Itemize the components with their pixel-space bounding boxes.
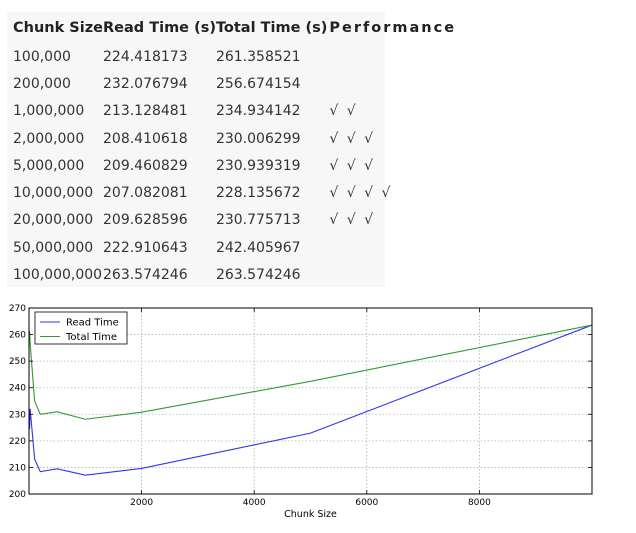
cell-chunk-size: 2,000,000: [13, 130, 85, 147]
x-axis-label: Chunk Size: [284, 509, 337, 520]
table-row: 1,000,000 213.128481 234.934142 √ √: [7, 98, 456, 125]
cell-chunk-size: 10,000,000: [13, 185, 94, 202]
results-table: Chunk Size Read Time (s) Total Time (s) …: [7, 12, 456, 289]
x-tick-label: 2000: [130, 498, 153, 508]
table-row: 2,000,000 208.410618 230.006299 √ √ √: [7, 125, 456, 152]
plot-frame: [28, 307, 593, 495]
cell-performance: √ √ √: [329, 130, 376, 147]
table-row: 100,000,000 263.574246 263.574246: [7, 261, 456, 288]
cell-read-time: 263.574246: [103, 267, 188, 284]
cell-performance: [327, 43, 456, 70]
cell-total-time: 230.939319: [215, 157, 301, 174]
series-line-1: [29, 324, 593, 420]
cell-total-time: 228.135672: [215, 185, 301, 202]
cell-read-time: 207.082081: [103, 185, 188, 202]
cell-read-time: 209.460829: [103, 157, 188, 174]
table-row: 50,000,000 222.910643 242.405967: [7, 234, 456, 261]
cell-read-time: 224.418173: [103, 48, 188, 65]
cell-chunk-size: 100,000: [13, 48, 71, 65]
x-tick-label: 8000: [468, 498, 491, 508]
cell-performance: √ √ √: [329, 157, 376, 174]
cell-total-time: 230.006299: [215, 130, 301, 147]
cell-performance: [327, 70, 456, 97]
chart-canvas: 2000 4000 6000 8000 200 210 220 230 240 250 260 270…: [9, 304, 593, 520]
legend-box: [34, 311, 128, 345]
table-row: 10,000,000 207.082081 228.135672 √ √ √ √: [7, 179, 456, 206]
time-chart: 2000 4000 6000 8000 200 210 220 230 240 250 260 270…: [0, 296, 636, 533]
cell-total-time: 242.405967: [215, 239, 301, 256]
cell-total-time: 263.574246: [215, 267, 301, 284]
x-tick-label: 4000: [243, 498, 266, 508]
header-total-time: Total Time (s): [215, 19, 328, 36]
cell-read-time: 222.910643: [103, 239, 188, 256]
y-tick-label: 220: [9, 437, 26, 447]
cell-chunk-size: 5,000,000: [13, 157, 85, 174]
header-read-time: Read Time (s): [103, 19, 216, 36]
y-tick-label: 260: [9, 331, 26, 341]
y-tick-label: 270: [9, 304, 26, 314]
table-header-row: Chunk Size Read Time (s) Total Time (s) …: [7, 12, 456, 43]
y-tick-label: 200: [9, 490, 26, 500]
cell-performance: [327, 234, 456, 261]
cell-performance: √ √: [329, 103, 358, 120]
cell-read-time: 209.628596: [103, 212, 188, 229]
table-row: 200,000 232.076794 256.674154: [7, 70, 456, 97]
cell-chunk-size: 20,000,000: [13, 212, 94, 229]
cell-chunk-size: 1,000,000: [13, 103, 85, 120]
cell-chunk-size: 200,000: [13, 75, 71, 92]
legend-label-1: Total Time: [65, 332, 117, 343]
cell-read-time: 208.410618: [103, 130, 188, 147]
cell-total-time: 261.358521: [215, 48, 301, 65]
header-performance: Performance: [329, 19, 457, 36]
cell-chunk-size: 50,000,000: [13, 239, 94, 256]
cell-read-time: 232.076794: [103, 75, 188, 92]
table-row: 5,000,000 209.460829 230.939319 √ √ √: [7, 152, 456, 179]
cell-total-time: 256.674154: [215, 75, 301, 92]
series-line-0: [29, 324, 593, 476]
x-tick-label: 6000: [355, 498, 378, 508]
table-row: 100,000 224.418173 261.358521: [7, 43, 456, 70]
table-row: 20,000,000 209.628596 230.775713 √ √ √: [7, 207, 456, 234]
results-table-panel: Chunk Size Read Time (s) Total Time (s) …: [7, 12, 454, 287]
header-chunk-size: Chunk Size: [13, 19, 103, 36]
y-tick-label: 210: [9, 463, 26, 473]
cell-read-time: 213.128481: [103, 103, 188, 120]
cell-total-time: 234.934142: [215, 103, 301, 120]
y-tick-label: 230: [9, 410, 26, 420]
cell-performance: √ √ √: [329, 212, 376, 229]
y-tick-label: 250: [9, 357, 26, 367]
cell-total-time: 230.775713: [215, 212, 301, 229]
y-tick-label: 240: [9, 384, 26, 394]
legend-label-0: Read Time: [66, 318, 119, 329]
cell-chunk-size: 100,000,000: [13, 267, 103, 284]
cell-performance: [327, 261, 456, 288]
cell-performance: √ √ √ √: [329, 185, 393, 202]
